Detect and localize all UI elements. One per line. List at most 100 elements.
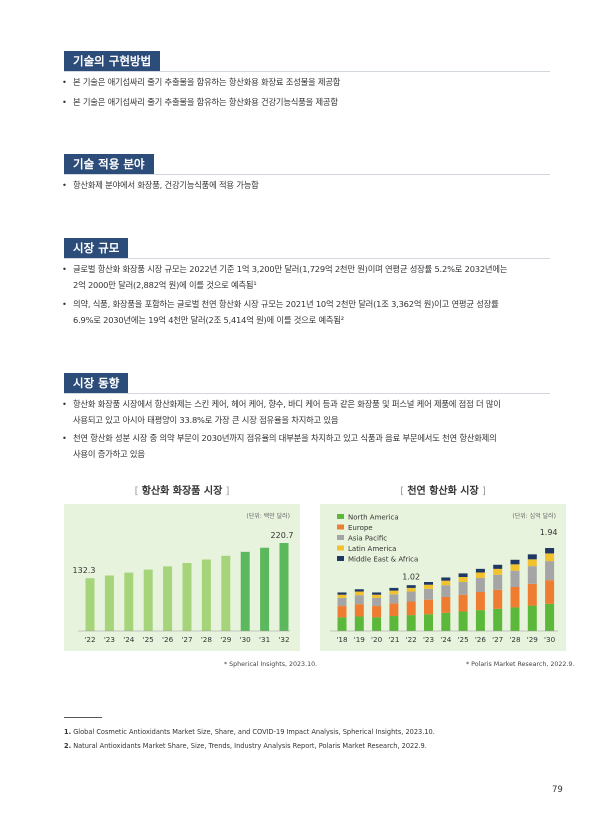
bar (163, 566, 173, 631)
bullet-text-line: 글로벌 항산화 화장품 시장 규모는 2022년 기준 1억 3,200만 달러… (73, 264, 508, 274)
footnote-rule (64, 717, 102, 718)
bar-segment (337, 594, 347, 598)
chart-source: * Polaris Market Research, 2022.9. (466, 661, 575, 668)
bar-segment (406, 585, 416, 588)
page-number: 79 (552, 785, 563, 795)
bar-segment (458, 594, 468, 612)
legend-label: Europe (348, 524, 373, 532)
bullet-dot: • (62, 299, 67, 309)
bullet-dot: • (62, 77, 67, 87)
data-label: 220.7 (271, 531, 294, 540)
bar-segment (354, 589, 364, 592)
x-tick-label: '25 (458, 635, 469, 644)
bar-segment (424, 582, 433, 585)
bar-segment (441, 580, 451, 586)
bar-segment (389, 587, 399, 591)
x-tick-label: '29 (220, 635, 232, 644)
bar-segment (441, 577, 451, 581)
chart-title: [ 천연 항산화 시장 ] (400, 486, 486, 497)
bullet-text: 본 기술은 애기섭싸리 줄기 추출물을 함유하는 항산화용 화장료 조성물을 제… (73, 77, 341, 87)
chart-source: * Spherical Insights, 2023.10. (224, 661, 318, 668)
bar-segment (337, 606, 347, 618)
bar-segment (337, 592, 347, 595)
x-tick-label: '26 (162, 635, 174, 644)
bullet-text-line: 의약, 식품, 화장품을 포함하는 글로벌 천연 항산화 시장 규모는 2021… (73, 299, 499, 309)
bar-segment (458, 573, 468, 578)
bar-segment (458, 582, 468, 595)
bar-segment (545, 603, 555, 631)
bar-segment (510, 559, 520, 565)
bar-segment (372, 592, 382, 595)
x-tick-label: '24 (123, 635, 135, 644)
section-title-implementation: 기술의 구현방법 (64, 51, 161, 71)
bullet-item: • 의약, 식품, 화장품을 포함하는 글로벌 천연 항산화 시장 규모는 20… (62, 297, 568, 328)
bullet-dot: • (62, 399, 67, 409)
bar-segment (493, 564, 503, 569)
bar-segment (424, 599, 433, 615)
bar (124, 572, 134, 631)
chart-title: [ 항산화 화장품 시장 ] (134, 486, 230, 497)
section-rule (64, 258, 550, 259)
x-tick-label: '23 (104, 635, 115, 644)
section-title-market-trends: 시장 동향 (64, 373, 129, 393)
bar (182, 563, 192, 631)
bar-chart-cosmetic: (단위: 백만 달러) '22 '23 '24 '25 '26 '27 '28 '29 '30 '3… (73, 512, 294, 644)
bullet-text-line: 천연 항산화 성분 시장 중 의약 부문이 2030년까지 점유율의 대부분을 … (73, 433, 497, 443)
x-tick-label: '20 (371, 635, 383, 644)
bar-segment (475, 610, 485, 631)
bar (240, 551, 250, 631)
bar (260, 547, 270, 631)
bullet-dot: • (62, 97, 67, 107)
x-tick-label: '24 (440, 635, 452, 644)
bullet-text: 본 기술은 애기섭싸리 줄기 추출물을 함유하는 항산화용 건강기능식품을 제공… (73, 97, 338, 107)
bullet-item: • 본 기술은 애기섭싸리 줄기 추출물을 함유하는 항산화용 화장료 조성물을… (62, 75, 568, 91)
bar-segment (527, 554, 537, 560)
bar-segment (458, 577, 468, 583)
x-tick-label: '21 (388, 635, 399, 644)
bar-segment (493, 589, 503, 609)
legend-label: Asia Pacific (348, 535, 387, 543)
bar-segment (424, 584, 433, 589)
bar-segment (493, 608, 503, 631)
x-tick-label: '18 (336, 635, 348, 644)
bar-segment (510, 587, 520, 608)
bar-segment (510, 564, 520, 571)
bullet-item: • 항산화 화장품 시장에서 항산화제는 스킨 케어, 헤어 케어, 향수, 바… (62, 397, 568, 428)
bar (104, 575, 114, 631)
bar-segment (458, 611, 468, 631)
bar-segment (475, 577, 485, 592)
bar-segment (372, 597, 382, 607)
bar-segment (527, 559, 537, 567)
x-tick-label: '23 (423, 635, 434, 644)
bar-segment (441, 585, 451, 597)
bar-segment (372, 617, 382, 631)
data-label: 132.3 (73, 566, 96, 575)
stacked-bar-chart-natural: (단위: 십억 달러) North America Europe Asia Pacif… (330, 512, 558, 644)
footnote-text: Global Cosmetic Antioxidants Market Size… (71, 728, 435, 736)
chart-panel-natural: (단위: 십억 달러) North America Europe Asia Pacif… (320, 504, 566, 651)
x-tick-label: '19 (354, 635, 366, 644)
data-label: 1.02 (402, 573, 420, 582)
legend-swatch (337, 514, 344, 519)
bar-segment (389, 590, 399, 595)
x-tick-label: '27 (492, 635, 503, 644)
bullet-dot: • (62, 264, 67, 274)
bar-segment (354, 595, 364, 605)
bullet-dot: • (62, 433, 67, 443)
bar-segment (389, 594, 399, 604)
legend-swatch (337, 524, 344, 530)
bullet-text-line: 항산화 화장품 시장에서 항산화제는 스킨 케어, 헤어 케어, 향수, 바디 … (73, 399, 501, 409)
bar-segment (406, 591, 416, 602)
bar (85, 578, 95, 631)
bar (143, 569, 153, 631)
bullet-text-line: 6.9%로 2030년에는 19억 4천만 달러(2조 5,414억 원)에 이… (73, 314, 344, 325)
bar-segment (372, 606, 382, 618)
bar-segment (510, 607, 520, 631)
chart-unit-note: (단위: 백만 달러) (246, 512, 290, 520)
x-tick-label: '22 (84, 635, 95, 644)
x-tick-label: '27 (181, 635, 192, 644)
x-tick-label: '26 (475, 635, 487, 644)
bar-segment (354, 616, 364, 631)
bar-segment (354, 591, 364, 596)
bullet-text: 항산화제 분야에서 화장품, 건강기능식품에 적용 가능함 (73, 180, 259, 190)
